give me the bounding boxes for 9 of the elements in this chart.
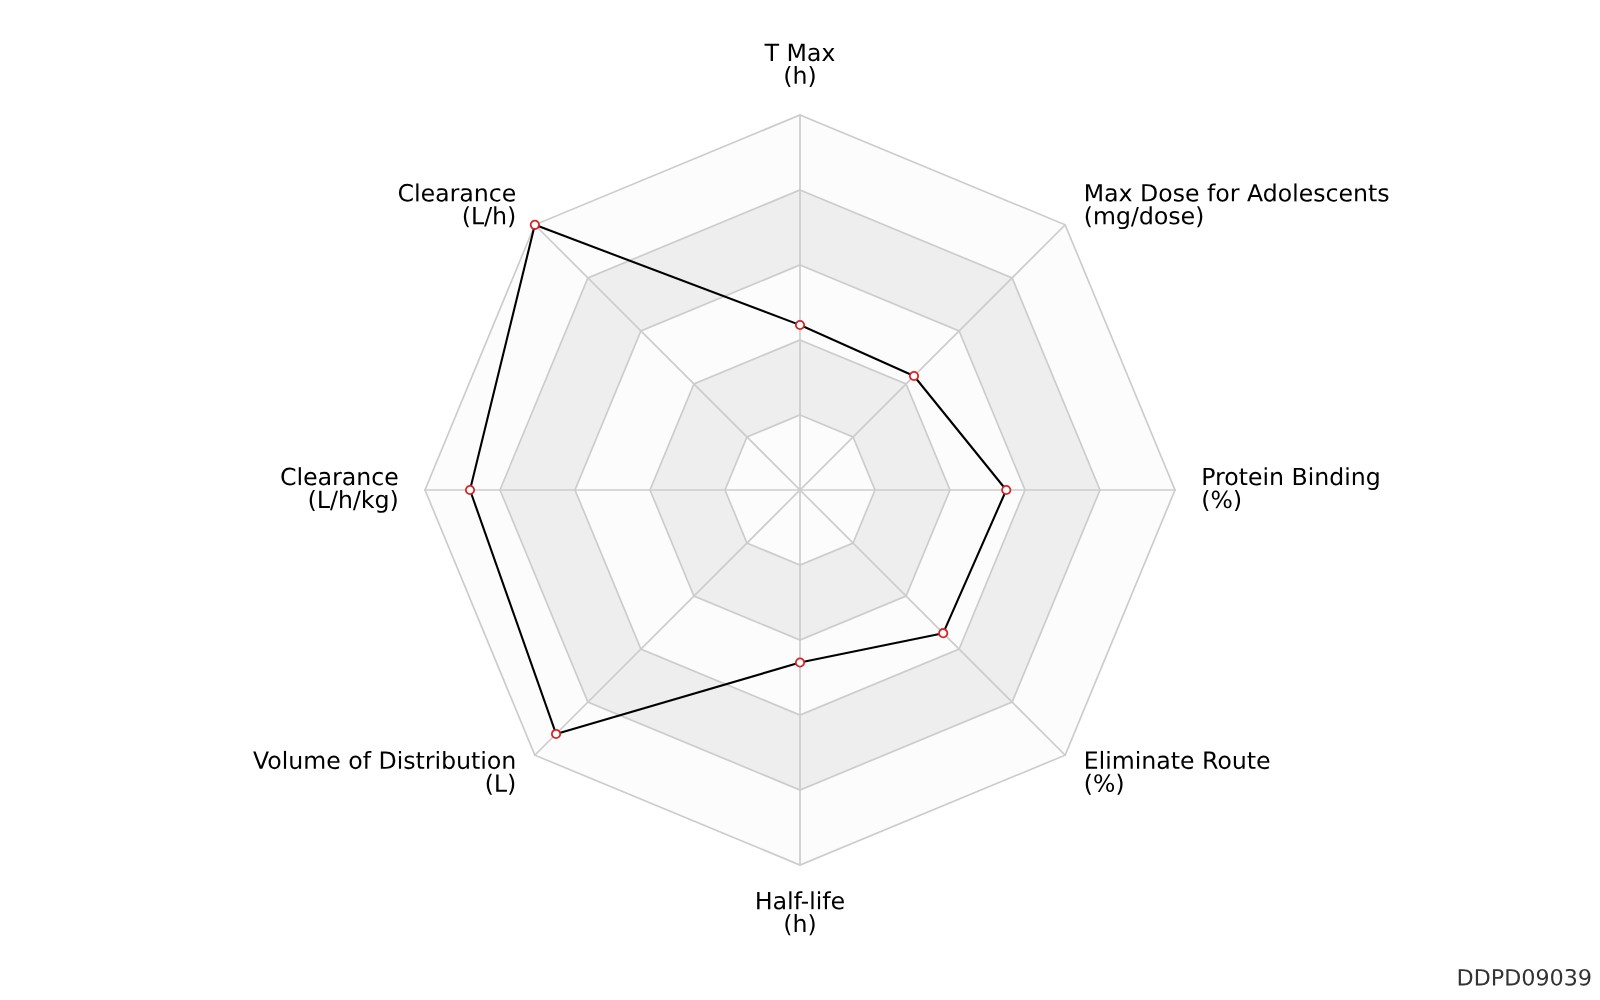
spoke-label: T Max (h) — [764, 43, 835, 87]
spoke-label: Protein Binding (%) — [1203, 467, 1379, 512]
spoke-label: Volume of Distribution (L) — [253, 750, 515, 795]
spoke-label: Clearance (L/h/kg) — [281, 467, 398, 513]
spoke-label: Clearance (L/h) — [398, 183, 516, 228]
spoke-label: Eliminate Route (%) — [1085, 750, 1270, 795]
spoke-label: Max Dose for Adolescents (mg/dose) — [1085, 183, 1389, 230]
text: DDPD09039 — [1458, 968, 1591, 986]
spoke-label: Half-life (h) — [757, 891, 844, 936]
